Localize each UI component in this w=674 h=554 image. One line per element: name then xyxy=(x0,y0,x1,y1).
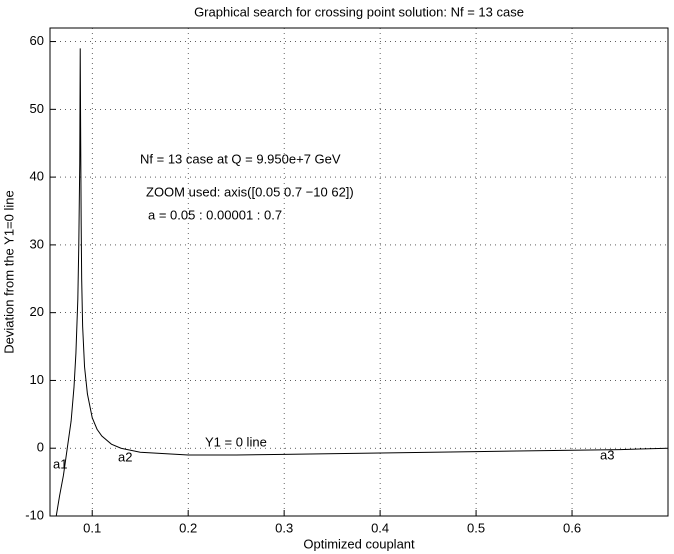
y-tick-label: 10 xyxy=(30,372,44,387)
y-tick-label: 20 xyxy=(30,304,44,319)
x-tick-label: 0.2 xyxy=(179,520,197,535)
annotation: Y1 = 0 line xyxy=(205,434,267,449)
plot-frame xyxy=(49,27,669,517)
y-tick-label: -10 xyxy=(25,507,44,522)
y-tick-label: 60 xyxy=(30,33,44,48)
y-tick-label: 0 xyxy=(37,440,44,455)
annotation: ZOOM used: axis([0.05 0.7 −10 62]) xyxy=(146,184,354,199)
y-axis-label: Deviation from the Y1=0 line xyxy=(1,190,16,353)
annotation: a3 xyxy=(600,447,614,462)
annotation: a2 xyxy=(118,449,132,464)
x-axis-label: Optimized couplant xyxy=(303,536,415,551)
x-tick-label: 0.1 xyxy=(83,520,101,535)
chart-title: Graphical search for crossing point solu… xyxy=(194,4,524,19)
data-line xyxy=(55,48,669,517)
x-tick-label: 0.6 xyxy=(563,520,581,535)
x-tick-label: 0.5 xyxy=(467,520,485,535)
y-tick-label: 50 xyxy=(30,101,44,116)
y-tick-label: 30 xyxy=(30,236,44,251)
x-tick-label: 0.3 xyxy=(275,520,293,535)
annotation: a1 xyxy=(53,456,67,471)
x-tick-label: 0.4 xyxy=(371,520,389,535)
y-tick-label: 40 xyxy=(30,169,44,184)
annotation: a = 0.05 : 0.00001 : 0.7 xyxy=(148,207,282,222)
annotation: Nf = 13 case at Q = 9.950e+7 GeV xyxy=(140,151,341,166)
